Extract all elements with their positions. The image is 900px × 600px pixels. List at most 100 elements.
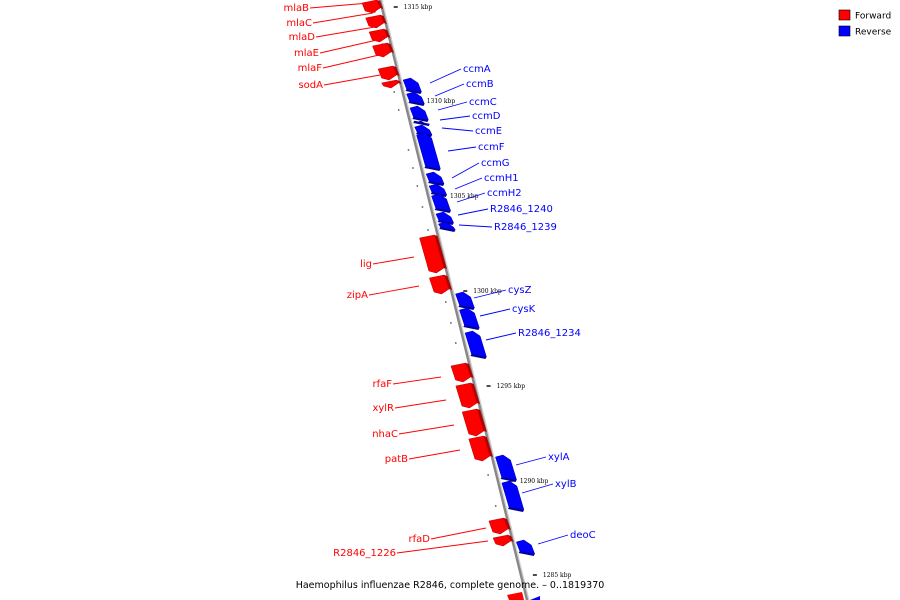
gene-mlab[interactable]: mlaB [283, 0, 384, 14]
gene-nhac[interactable]: nhaC [372, 408, 487, 440]
backbone-line [378, 0, 529, 600]
gene-label-leader [441, 127, 474, 132]
gene-arrow-side [458, 305, 475, 310]
gene-partial-bottom [507, 592, 541, 600]
gene-label: zipA [347, 290, 368, 301]
gene-arrow [365, 14, 385, 29]
gene-arrow [455, 382, 478, 409]
gene-soda[interactable]: sodA [298, 74, 402, 91]
gene-arrow [501, 480, 525, 511]
legend-forward-label: Forward [855, 12, 891, 22]
gene-label-leader [396, 540, 489, 554]
gene-arrow-side [434, 208, 451, 213]
gene-arrow-side [463, 325, 480, 330]
gene-label-leader [434, 83, 465, 97]
gene-label-leader [473, 289, 507, 299]
gene-label-leader [537, 534, 569, 545]
gene-label: nhaC [372, 429, 398, 440]
gene-label: cysZ [508, 285, 532, 296]
gene-label: ccmA [463, 64, 491, 75]
gene-label: rfaF [372, 379, 392, 390]
gene-label-leader [437, 101, 468, 111]
gene-arrow [416, 132, 441, 170]
gene-label-leader [322, 54, 380, 69]
gene-arrow-side [408, 101, 425, 106]
gene-label: ccmD [472, 111, 501, 122]
gene-ccmb[interactable]: ccmB [406, 79, 494, 106]
gene-arrow [429, 274, 450, 295]
gene-label-leader [429, 68, 462, 84]
gene-arrow-side [384, 29, 391, 38]
gene-label: mlaB [283, 3, 309, 14]
gene-label-leader [312, 12, 374, 24]
gene-label-leader [458, 224, 493, 228]
gene-cysk[interactable]: cysK [459, 304, 536, 330]
gene-lig[interactable]: lig [360, 234, 447, 274]
gene-label: R2846_1240 [490, 204, 553, 215]
gene-rfad[interactable]: rfaD [409, 517, 511, 545]
gene-zipa[interactable]: zipA [347, 274, 453, 301]
gene-mlad[interactable]: mlaD [289, 26, 391, 43]
scale-tick-label: 1315 kbp [404, 4, 433, 11]
gene-label: patB [385, 454, 408, 465]
gene-ccmd[interactable]: ccmD [413, 111, 501, 127]
gene-label: cysK [512, 304, 536, 315]
gene-label-leader [309, 2, 370, 9]
gene-label-leader [451, 162, 480, 179]
legend-reverse-swatch [838, 25, 851, 37]
gene-label: ccmH2 [487, 188, 522, 199]
gene-arrow-side [396, 80, 402, 84]
gene-arrow [455, 291, 475, 309]
gene-mlac[interactable]: mlaC [286, 12, 387, 29]
legend-forward-swatch [838, 9, 851, 21]
gene-cysz[interactable]: cysZ [455, 285, 532, 310]
gene-arrow-side [439, 227, 456, 232]
gene-label: ccmB [466, 79, 494, 90]
backbone-layer [378, 0, 530, 600]
gene-ccma[interactable]: ccmA [402, 64, 491, 94]
gene-label: mlaE [294, 48, 319, 59]
gene-arrow [372, 42, 392, 58]
gene-arrow-side [428, 181, 445, 186]
scale-tick-label: 1295 kbp [497, 383, 526, 390]
gene-ccmh2[interactable]: ccmH2 [431, 188, 522, 213]
gene-arrow-side [412, 117, 429, 122]
gene-xyla[interactable]: xylA [495, 452, 570, 482]
gene-label-leader [479, 308, 511, 317]
gene-ccmf[interactable]: ccmF [416, 132, 505, 171]
gene-arrow-side [405, 89, 422, 94]
gene-mlae[interactable]: mlaE [294, 39, 394, 59]
gene-r2846-1234[interactable]: R2846_1234 [464, 328, 581, 359]
gene-label-leader [398, 424, 455, 435]
gene-label: ccmC [469, 97, 497, 108]
gene-mlaf[interactable]: mlaF [298, 54, 400, 81]
gene-arrow-side [503, 518, 511, 530]
gene-arrow [495, 454, 517, 481]
gene-r2846-1239[interactable]: R2846_1239 [437, 221, 557, 233]
gene-arrow-side [444, 275, 453, 290]
gene-r2846-1226[interactable]: R2846_1226 [333, 534, 514, 559]
gene-arrow [413, 120, 430, 127]
gene-label-leader [368, 285, 420, 296]
scale-tick-label: 1305 kbp [450, 193, 479, 200]
gene-label-leader [315, 26, 376, 38]
gene-arrow-side [483, 436, 493, 457]
gene-label: xylA [548, 452, 570, 463]
gene-ccmg[interactable]: ccmG [425, 158, 510, 186]
gene-arrow-side [387, 43, 394, 53]
gene-rfaf[interactable]: rfaF [372, 362, 474, 390]
gene-arrow [428, 183, 448, 196]
gene-deoc[interactable]: deoC [515, 530, 596, 556]
gene-label: ccmF [478, 142, 505, 153]
gene-arrow [409, 105, 429, 121]
gene-xylb[interactable]: xylB [501, 479, 577, 512]
scale-tick-label: 1300 kbp [473, 288, 502, 295]
gene-xylr[interactable]: xylR [372, 382, 480, 414]
gene-label-leader [392, 376, 442, 385]
gene-label: rfaD [409, 534, 431, 545]
gene-patb[interactable]: patB [385, 435, 493, 465]
gene-arrow-side [377, 0, 384, 9]
gene-ccmc[interactable]: ccmC [409, 97, 497, 122]
gene-arrow [488, 517, 509, 535]
gene-label: sodA [298, 80, 323, 91]
